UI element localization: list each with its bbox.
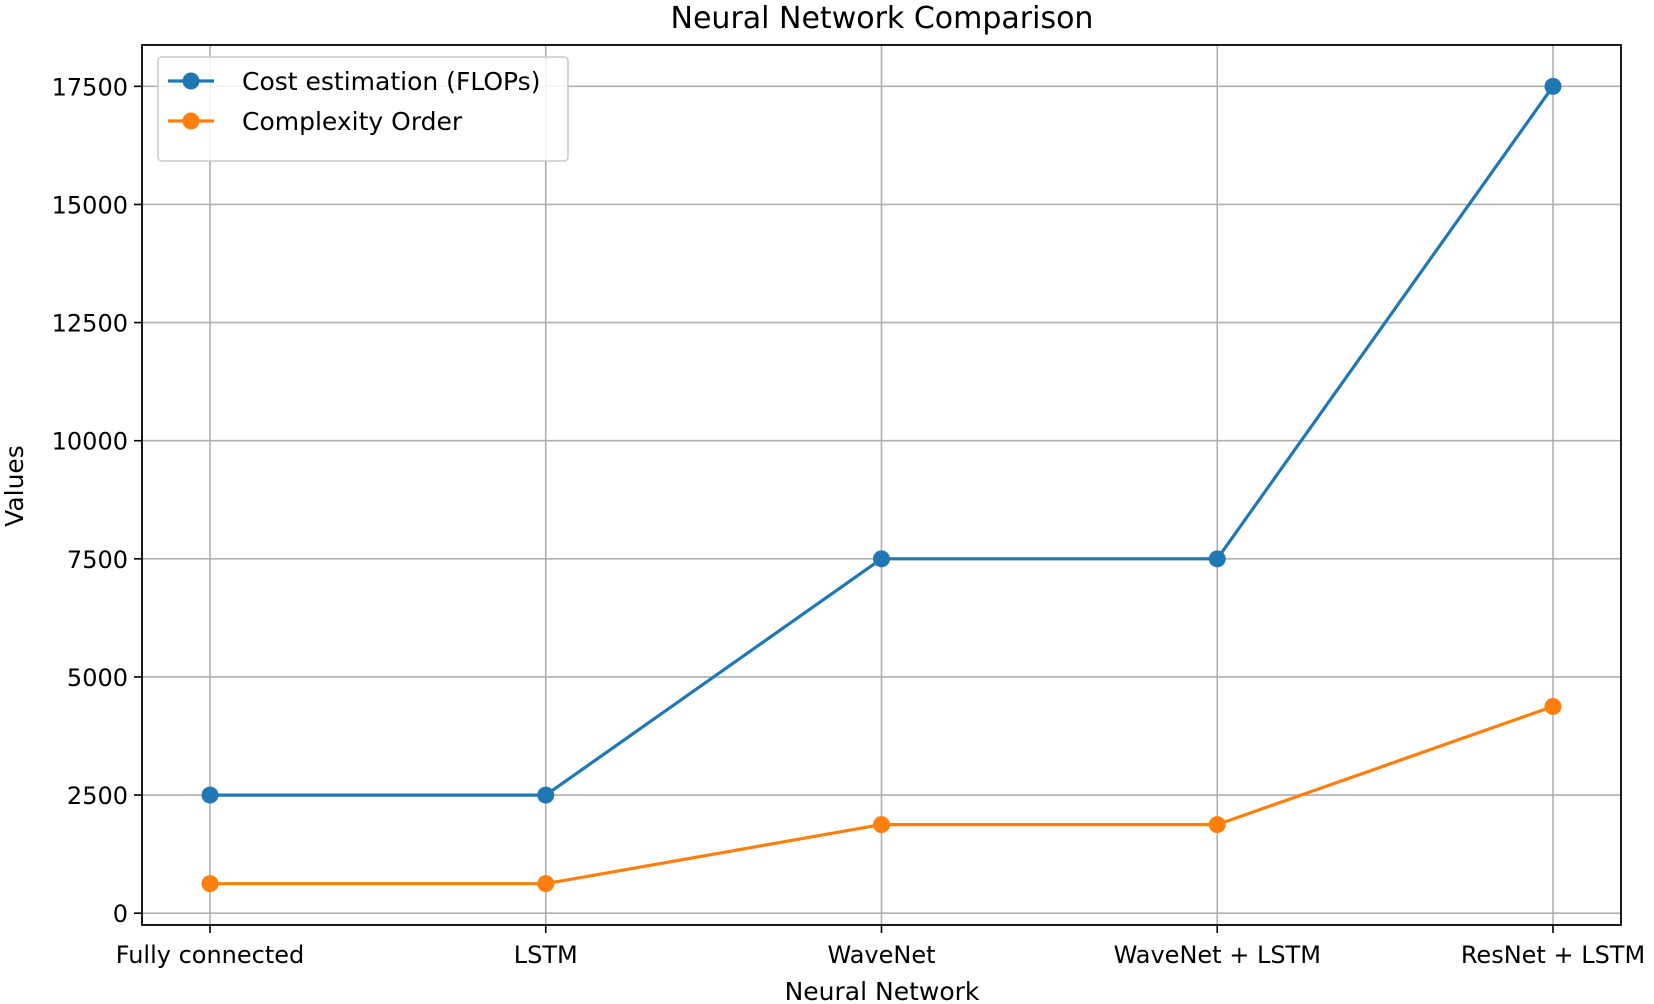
data-point — [201, 875, 219, 893]
x-tick-label: WaveNet + LSTM — [1114, 941, 1321, 969]
series-1 — [201, 77, 1562, 804]
grid-lines — [142, 45, 1621, 925]
y-tick-label: 15000 — [52, 191, 128, 219]
y-tick-label: 0 — [113, 900, 128, 928]
data-point — [1208, 816, 1226, 834]
x-tick-label: WaveNet — [828, 941, 936, 969]
y-tick-label: 17500 — [52, 73, 128, 101]
legend-label: Cost estimation (FLOPs) — [242, 67, 540, 96]
data-point — [873, 816, 890, 834]
y-tick-label: 5000 — [67, 664, 128, 692]
legend-box — [157, 56, 569, 162]
plot-series — [201, 77, 1562, 893]
legend-marker — [182, 112, 200, 130]
y-tick-label: 7500 — [67, 546, 128, 574]
data-point — [1544, 77, 1562, 95]
data-point — [1544, 697, 1562, 715]
x-tick-label: Fully connected — [116, 941, 305, 969]
chart-title: Neural Network Comparison — [671, 1, 1094, 36]
legend-marker — [182, 72, 200, 90]
x-tick-label: LSTM — [514, 941, 578, 969]
x-tick-label: ResNet + LSTM — [1461, 941, 1645, 969]
data-point — [537, 786, 555, 804]
x-axis-label: Neural Network — [785, 977, 980, 1004]
y-axis-label: Values — [0, 445, 29, 527]
y-tick-label: 12500 — [52, 310, 128, 338]
y-tick-label: 2500 — [67, 782, 128, 810]
data-point — [1208, 550, 1226, 568]
data-point — [537, 875, 555, 893]
series-2 — [201, 697, 1562, 893]
legend: Cost estimation (FLOPs) Complexity Order — [157, 56, 569, 162]
axis-ticks: Fully connected LSTM WaveNet WaveNet + LSTM… — [52, 73, 1646, 969]
data-point — [873, 550, 890, 568]
data-point — [201, 786, 219, 804]
y-tick-label: 10000 — [52, 428, 128, 456]
legend-label: Complexity Order — [242, 107, 463, 136]
